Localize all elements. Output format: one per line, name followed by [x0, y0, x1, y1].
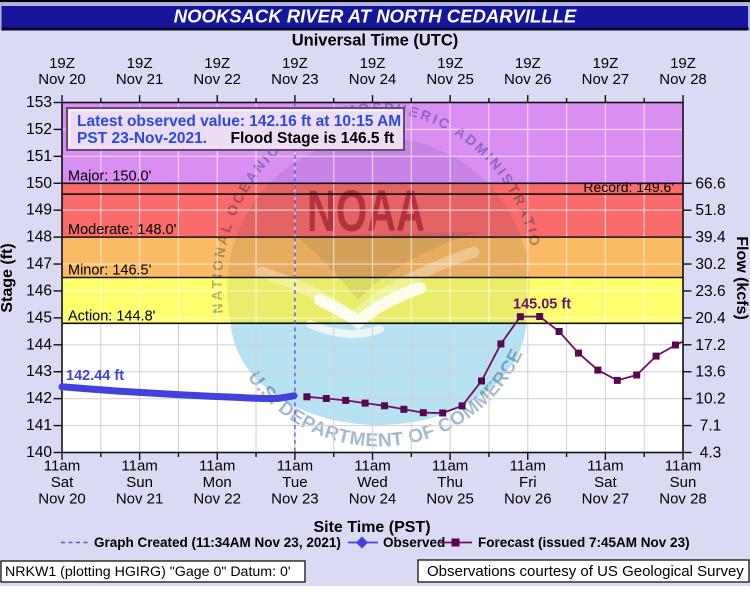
svg-text:143: 143 [26, 363, 52, 380]
svg-text:Nov 26: Nov 26 [504, 71, 552, 88]
svg-text:13.6: 13.6 [695, 364, 725, 381]
svg-text:Nov 23: Nov 23 [271, 71, 319, 88]
svg-text:11am: 11am [277, 458, 313, 475]
svg-text:Graph Created (11:34AM Nov 23,: Graph Created (11:34AM Nov 23, 2021) [94, 535, 341, 550]
svg-text:152: 152 [26, 121, 52, 138]
svg-text:19Z: 19Z [360, 55, 386, 72]
svg-text:Nov 25: Nov 25 [426, 491, 474, 508]
svg-text:Sun: Sun [126, 474, 153, 491]
svg-text:Nov 21: Nov 21 [116, 491, 164, 508]
svg-text:10.2: 10.2 [695, 391, 725, 408]
svg-text:Sat: Sat [594, 474, 617, 491]
svg-text:19Z: 19Z [670, 55, 696, 72]
svg-text:Forecast (issued 7:45AM Nov 23: Forecast (issued 7:45AM Nov 23) [478, 535, 690, 550]
svg-text:Fri: Fri [519, 474, 537, 491]
svg-text:Flow (kcfs): Flow (kcfs) [733, 236, 750, 320]
svg-text:19Z: 19Z [282, 55, 308, 72]
svg-text:Universal Time (UTC): Universal Time (UTC) [292, 32, 459, 50]
svg-text:51.8: 51.8 [695, 202, 725, 219]
svg-text:Minor: 146.5': Minor: 146.5' [68, 263, 152, 279]
svg-text:Nov 27: Nov 27 [582, 491, 630, 508]
svg-text:4.3: 4.3 [700, 445, 722, 462]
svg-text:Nov 28: Nov 28 [659, 71, 707, 88]
svg-text:Nov 21: Nov 21 [116, 71, 164, 88]
svg-text:Latest observed value: 142.16: Latest observed value: 142.16 ft at 10:1… [77, 113, 401, 130]
svg-text:142.44 ft: 142.44 ft [66, 368, 124, 384]
svg-text:Observations courtesy of US Ge: Observations courtesy of US Geological S… [427, 563, 744, 580]
svg-text:149: 149 [26, 202, 52, 219]
svg-text:11am: 11am [121, 458, 157, 475]
svg-text:141: 141 [26, 417, 52, 434]
svg-text:23.6: 23.6 [695, 283, 725, 300]
svg-text:11am: 11am [665, 458, 701, 475]
svg-text:19Z: 19Z [515, 55, 541, 72]
svg-text:Wed: Wed [357, 474, 388, 491]
svg-text:19Z: 19Z [204, 55, 230, 72]
svg-text:Nov 22: Nov 22 [193, 71, 241, 88]
svg-text:Nov 28: Nov 28 [659, 491, 707, 508]
svg-text:Thu: Thu [437, 474, 463, 491]
svg-text:19Z: 19Z [49, 55, 75, 72]
svg-text:153: 153 [26, 94, 52, 111]
svg-text:151: 151 [26, 148, 52, 165]
svg-text:Mon: Mon [203, 474, 232, 491]
svg-text:Nov 27: Nov 27 [582, 71, 630, 88]
svg-text:Major: 150.0': Major: 150.0' [68, 168, 152, 184]
svg-text:144: 144 [26, 336, 52, 353]
svg-text:19Z: 19Z [127, 55, 153, 72]
svg-text:Site Time (PST): Site Time (PST) [313, 519, 430, 536]
svg-text:Record: 149.6': Record: 149.6' [583, 179, 674, 195]
svg-text:NOAA: NOAA [307, 179, 425, 244]
svg-text:19Z: 19Z [592, 55, 618, 72]
svg-text:Moderate: 148.0': Moderate: 148.0' [68, 222, 177, 238]
svg-text:19Z: 19Z [437, 55, 463, 72]
svg-text:Nov 24: Nov 24 [349, 491, 397, 508]
svg-text:Nov 25: Nov 25 [426, 71, 474, 88]
svg-text:11am: 11am [44, 458, 80, 475]
svg-text:PST 23-Nov-2021.Flood Stage is: PST 23-Nov-2021. Flood Stage is 146.5 ft [77, 130, 394, 147]
svg-text:11am: 11am [354, 458, 390, 475]
svg-text:Nov 26: Nov 26 [504, 491, 552, 508]
svg-text:Tue: Tue [282, 474, 307, 491]
svg-text:20.4: 20.4 [695, 310, 726, 327]
svg-text:150: 150 [26, 175, 52, 192]
svg-text:147: 147 [26, 256, 52, 273]
svg-text:Sat: Sat [51, 474, 74, 491]
svg-text:39.4: 39.4 [695, 229, 726, 246]
svg-text:Nov 22: Nov 22 [193, 491, 241, 508]
svg-text:Sun: Sun [670, 474, 697, 491]
svg-text:Nov 24: Nov 24 [349, 71, 397, 88]
svg-text:Nov 23: Nov 23 [271, 491, 319, 508]
svg-text:146: 146 [26, 283, 52, 300]
svg-text:30.2: 30.2 [695, 256, 725, 273]
svg-text:Action: 144.8': Action: 144.8' [68, 308, 156, 324]
svg-text:140: 140 [26, 444, 52, 461]
svg-text:11am: 11am [510, 458, 546, 475]
svg-text:17.2: 17.2 [695, 337, 725, 354]
svg-text:Observed: Observed [383, 535, 445, 550]
svg-text:145: 145 [26, 309, 52, 326]
svg-text:142: 142 [26, 390, 52, 407]
svg-text:11am: 11am [199, 458, 235, 475]
svg-text:148: 148 [26, 229, 52, 246]
svg-text:7.1: 7.1 [700, 418, 722, 435]
svg-text:Stage (ft): Stage (ft) [0, 243, 16, 312]
svg-text:Nov 20: Nov 20 [38, 491, 86, 508]
svg-text:NRKW1 (plotting HGIRG) "Gage 0: NRKW1 (plotting HGIRG) "Gage 0" Datum: 0… [5, 564, 291, 580]
svg-text:NOOKSACK RIVER AT NORTH CEDARV: NOOKSACK RIVER AT NORTH CEDARVILLLE [174, 6, 577, 27]
svg-text:Nov 20: Nov 20 [38, 71, 86, 88]
svg-text:11am: 11am [587, 458, 623, 475]
svg-text:66.6: 66.6 [695, 175, 725, 192]
svg-text:11am: 11am [432, 458, 468, 475]
svg-text:145.05 ft: 145.05 ft [513, 297, 571, 313]
